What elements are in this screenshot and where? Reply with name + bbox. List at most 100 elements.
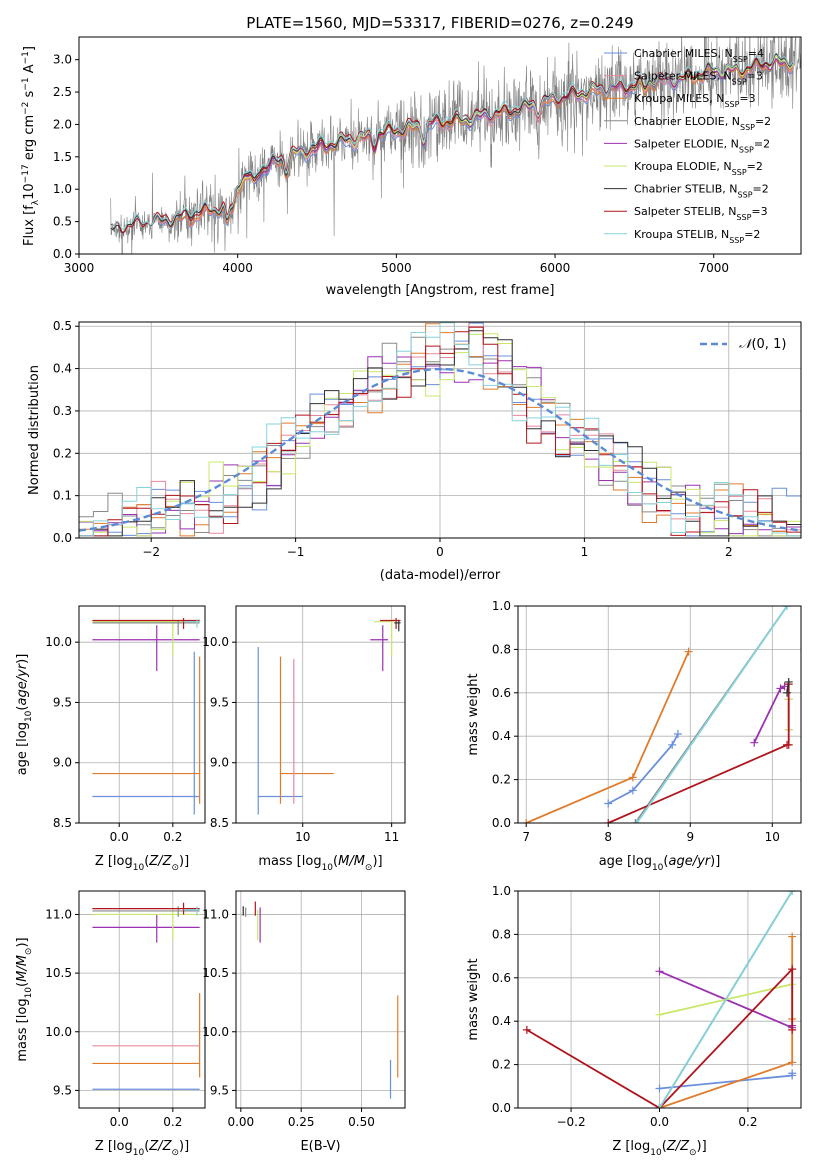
model-line-kroupa-stelib <box>110 52 793 230</box>
data-point <box>92 993 201 1078</box>
axes-frame <box>78 890 206 1109</box>
x-tick-label: 2 <box>725 545 733 559</box>
x-tick-label: 11 <box>384 830 399 844</box>
axes-frame <box>78 321 802 539</box>
x-tick-label: 0.2 <box>163 1115 182 1129</box>
y-tick-label: 0.2 <box>492 1058 511 1072</box>
weight-marker <box>655 1104 664 1108</box>
weight-marker <box>522 1025 531 1034</box>
y-tick-label: 3.0 <box>53 53 72 67</box>
weight-marker <box>632 819 641 823</box>
y-tick-label: 0.3 <box>53 404 72 418</box>
weight-marker <box>783 688 792 697</box>
plot-area-mass_vs_Z <box>92 902 201 1090</box>
data-point <box>370 625 389 672</box>
weight-marker <box>788 1025 797 1034</box>
x-axis-label: Z [log10(Z/Z⊙)] <box>95 1139 189 1158</box>
y-tick-label: 9.0 <box>210 756 229 770</box>
y-tick-label: 10.5 <box>45 966 72 980</box>
x-tick-label: 0.50 <box>348 1115 375 1129</box>
legend-label: Chabrier ELODIE, NSSP=2 <box>634 115 771 132</box>
legend-label: Salpeter STELIB, NSSP=3 <box>634 205 768 222</box>
weight-marker <box>655 967 664 976</box>
weight-marker <box>673 730 682 739</box>
y-tick-label: 10.0 <box>202 635 229 649</box>
data-point <box>92 914 200 943</box>
data-point <box>183 619 200 628</box>
data-point <box>183 906 200 916</box>
x-tick-label: 0.0 <box>650 1115 669 1129</box>
x-tick-label: −0.2 <box>556 1115 585 1129</box>
histogram-chabrier-elodie <box>79 336 801 537</box>
axes-frame <box>235 890 406 1109</box>
weight-marker <box>783 606 792 610</box>
weight-marker <box>788 1069 797 1078</box>
weight-marker <box>784 677 793 686</box>
y-tick-label: 0.8 <box>492 927 511 941</box>
x-tick-label: 5000 <box>381 261 412 275</box>
plot-area-weight_vs_age <box>522 606 793 823</box>
panel-residuals: −2 −1 0 1 2 0.0 0.1 0.2 0.3 0.4 0.5 (data-model)/er… <box>27 319 802 583</box>
weight-marker <box>788 932 797 941</box>
x-tick-label: 0.2 <box>738 1115 757 1129</box>
x-tick-label: 10 <box>295 830 310 844</box>
legend-label: 𝒩(0, 1) <box>739 337 786 352</box>
weight-line-salpeter-elodie <box>753 685 786 744</box>
data-point <box>92 625 200 672</box>
weight-marker <box>788 1058 797 1067</box>
y-tick-label: 0.4 <box>492 1014 511 1028</box>
weight-marker <box>655 1084 664 1093</box>
y-axis-label: mass weight <box>466 673 481 755</box>
y-tick-label: 10.0 <box>45 635 72 649</box>
x-axis-label: (data-model)/error <box>380 568 501 583</box>
weight-marker <box>776 684 785 693</box>
x-tick-label: 0.2 <box>163 830 182 844</box>
x-tick-label: −2 <box>142 545 160 559</box>
x-tick-label: 0.0 <box>110 1115 129 1129</box>
weight-marker <box>628 773 637 782</box>
axes-frame <box>517 605 802 824</box>
y-tick-label: 1.0 <box>492 599 511 613</box>
weight-marker <box>788 965 797 974</box>
data-point <box>92 619 200 656</box>
weight-marker <box>788 891 797 895</box>
y-tick-label: 2.0 <box>53 117 72 131</box>
x-axis-label: Z [log10(Z/Z⊙)] <box>612 1139 706 1158</box>
y-axis-label: age [log10(age/yr)] <box>15 654 34 776</box>
y-tick-label: 0.6 <box>492 971 511 985</box>
legend-label: Kroupa ELODIE, NSSP=2 <box>634 160 763 177</box>
weight-line-salpeter-stelib <box>526 966 794 1108</box>
legend-label: Salpeter ELODIE, NSSP=2 <box>634 137 770 154</box>
plot-area-weight_vs_Z <box>522 891 797 1108</box>
data-point <box>92 620 200 635</box>
y-tick-label: 10.0 <box>45 1025 72 1039</box>
data-point <box>380 618 401 629</box>
x-tick-label: 0.25 <box>288 1115 315 1129</box>
y-tick-label: 1.0 <box>492 884 511 898</box>
x-tick-label: 8 <box>604 830 612 844</box>
y-tick-label: 0.6 <box>492 686 511 700</box>
histogram-salpeter-stelib <box>79 326 801 537</box>
weight-line-kroupa-miles <box>525 651 690 823</box>
legend-label: Chabrier MILES, NSSP=4 <box>634 47 764 64</box>
y-tick-label: 0.0 <box>492 816 511 830</box>
x-axis-label: mass [log10(M/M⊙)] <box>258 854 382 873</box>
legend: Chabrier MILES, NSSP=4 Salpeter MILES, NS… <box>604 47 771 244</box>
normal-curve <box>79 367 801 532</box>
y-tick-label: 0.5 <box>53 215 72 229</box>
panel-age_vs_Z: 0.0 0.2 8.5 9.0 9.5 10.0 Z [log10(Z/Z⊙)] age [l… <box>15 605 206 873</box>
y-tick-label: 9.5 <box>210 1083 229 1097</box>
axes-frame <box>235 605 406 824</box>
weight-marker <box>750 738 759 747</box>
weight-marker <box>655 1010 664 1019</box>
plot-area-spectrum <box>110 37 801 254</box>
y-tick-label: 0.1 <box>53 489 72 503</box>
y-tick-label: 0.8 <box>492 642 511 656</box>
y-axis-label: mass weight <box>466 958 481 1040</box>
x-tick-label: 0.0 <box>110 830 129 844</box>
data-point <box>92 902 200 915</box>
y-tick-label: 10.0 <box>202 1025 229 1039</box>
weight-line-salpeter-stelib <box>607 684 790 823</box>
x-tick-label: 0 <box>436 545 444 559</box>
